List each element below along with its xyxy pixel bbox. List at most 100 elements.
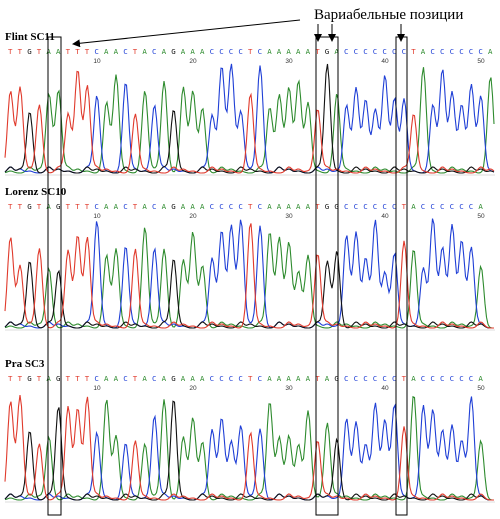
base-call: C [402, 47, 406, 56]
base-call: T [402, 202, 407, 211]
base-call: T [66, 202, 71, 211]
variable-positions-annotation: Вариабельные позиции [314, 7, 463, 23]
base-call: C [152, 374, 156, 383]
base-call: A [286, 47, 291, 56]
base-call: T [315, 374, 320, 383]
base-call: C [469, 47, 473, 56]
base-call: C [229, 47, 233, 56]
base-call: T [37, 47, 42, 56]
base-call: C [344, 374, 348, 383]
base-call: A [267, 202, 272, 211]
trace-G [4, 400, 494, 501]
base-call: C [238, 374, 242, 383]
base-call: C [430, 47, 434, 56]
base-call: T [133, 47, 138, 56]
base-call: G [56, 374, 60, 383]
base-call: T [66, 374, 71, 383]
base-call: C [421, 202, 425, 211]
variable-position-marks [47, 19, 408, 516]
base-call: C [440, 47, 444, 56]
tick-label: 30 [285, 385, 293, 392]
base-call: T [8, 47, 13, 56]
base-call: A [306, 374, 311, 383]
base-call: A [277, 47, 282, 56]
base-call: A [104, 202, 109, 211]
variable-position-box-1 [47, 36, 62, 516]
panel-label: Pra SC3 [5, 358, 45, 370]
tick-label: 50 [477, 385, 485, 392]
base-call: A [46, 202, 51, 211]
base-call: A [267, 47, 272, 56]
base-call: T [315, 47, 320, 56]
base-call: C [123, 47, 127, 56]
base-call: G [27, 47, 31, 56]
base-call: C [344, 47, 348, 56]
base-call: T [133, 202, 138, 211]
base-call: T [248, 202, 253, 211]
base-call: C [94, 47, 98, 56]
base-call: A [306, 47, 311, 56]
base-call: C [469, 202, 473, 211]
pointer-arrow-1 [72, 19, 301, 48]
base-call: A [181, 374, 186, 383]
base-call: C [258, 202, 262, 211]
base-call: C [430, 374, 434, 383]
base-call: A [296, 202, 301, 211]
base-call: G [325, 202, 329, 211]
base-call: A [46, 374, 51, 383]
base-call: C [382, 47, 386, 56]
base-call: C [354, 202, 358, 211]
base-call: A [104, 374, 109, 383]
base-call: A [325, 374, 330, 383]
base-call: T [411, 47, 416, 56]
base-call: A [181, 202, 186, 211]
base-call: G [334, 374, 338, 383]
base-call: C [373, 202, 377, 211]
base-call: T [37, 202, 42, 211]
base-call: C [421, 374, 425, 383]
panel-label: Lorenz SC10 [5, 186, 67, 198]
base-call: C [219, 374, 223, 383]
base-call: A [181, 47, 186, 56]
base-call: C [450, 374, 454, 383]
trace-A [4, 227, 494, 329]
tick-label: 10 [93, 58, 101, 65]
tick-label: 40 [381, 385, 389, 392]
base-call: A [190, 374, 195, 383]
base-call: C [450, 47, 454, 56]
base-call: C [392, 374, 396, 383]
tick-label: 30 [285, 58, 293, 65]
base-call: A [411, 202, 416, 211]
base-call: C [219, 202, 223, 211]
base-call: C [440, 374, 444, 383]
base-call: C [152, 47, 156, 56]
base-call: C [363, 202, 367, 211]
base-call: C [363, 374, 367, 383]
base-call: C [392, 202, 396, 211]
base-call: A [56, 47, 61, 56]
base-call: A [200, 374, 205, 383]
base-call: G [325, 47, 329, 56]
base-call: C [344, 202, 348, 211]
base-call: A [46, 47, 51, 56]
base-call: C [123, 202, 127, 211]
base-call: A [200, 202, 205, 211]
base-call: C [392, 47, 396, 56]
trace-G [4, 251, 494, 329]
base-call: C [258, 47, 262, 56]
base-call: C [430, 202, 434, 211]
base-call: A [190, 47, 195, 56]
base-call: T [133, 374, 138, 383]
base-call: C [152, 202, 156, 211]
tick-label: 20 [189, 213, 197, 220]
tick-label: 10 [93, 385, 101, 392]
base-call: A [190, 202, 195, 211]
tick-label: 40 [381, 58, 389, 65]
base-call: C [229, 202, 233, 211]
base-call: A [142, 202, 147, 211]
base-call: C [210, 47, 214, 56]
